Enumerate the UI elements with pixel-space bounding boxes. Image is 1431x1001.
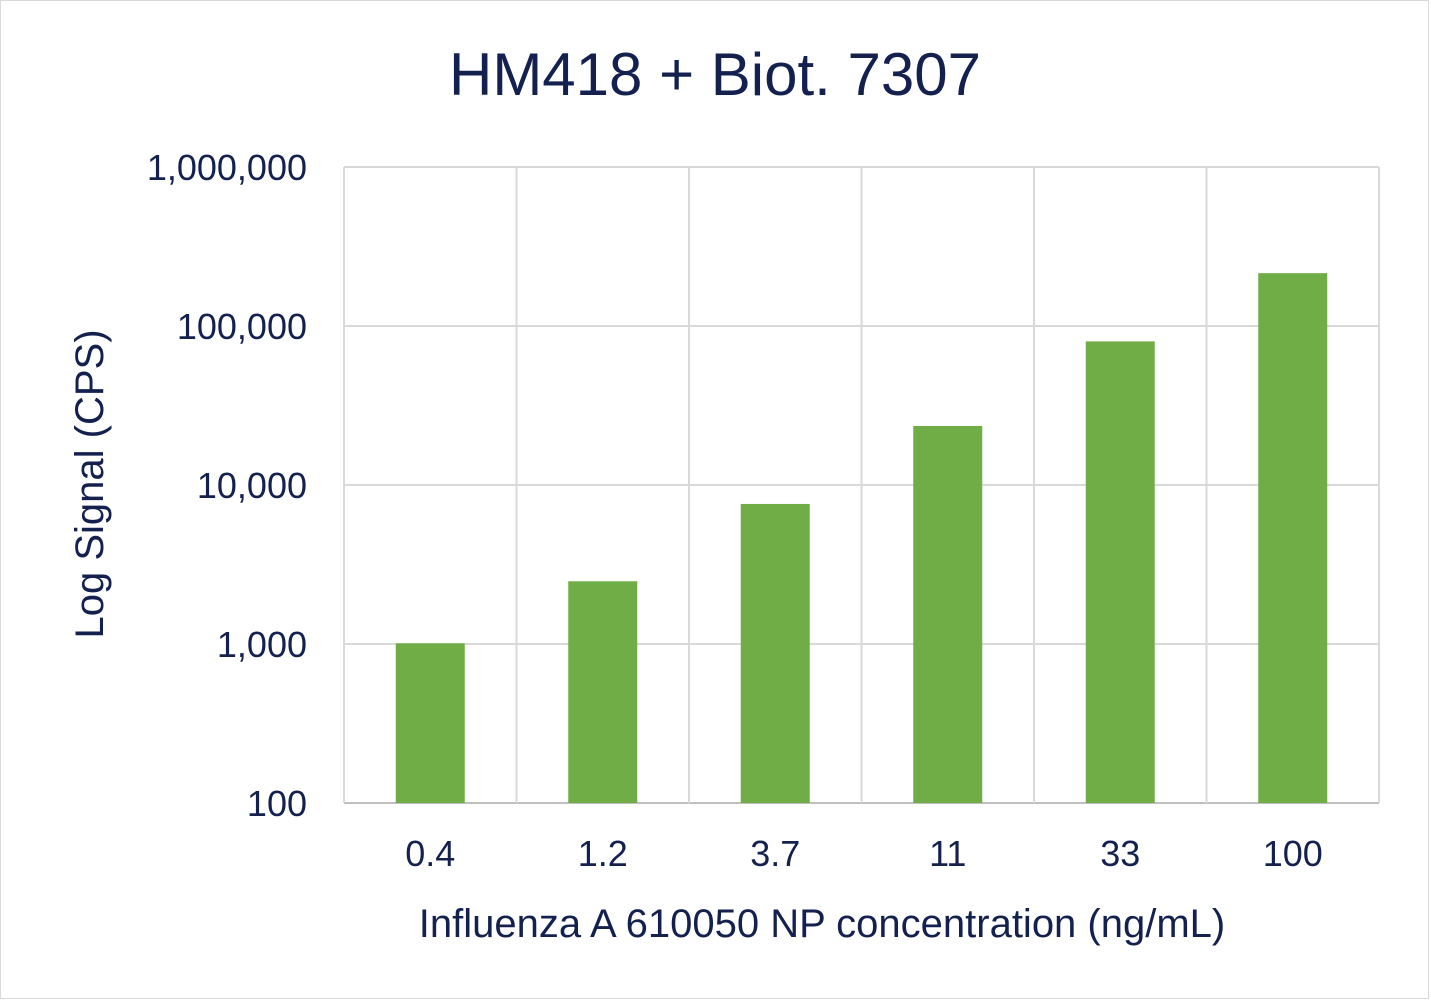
bars [395, 273, 1328, 803]
chart-title: HM418 + Biot. 7307 [449, 41, 981, 108]
y-tick-label: 1,000,000 [147, 147, 307, 188]
x-tick-label: 0.4 [405, 833, 455, 874]
y-tick-label: 100 [247, 783, 307, 824]
x-tick-label: 3.7 [750, 833, 800, 874]
x-tick-label: 1.2 [578, 833, 628, 874]
bar-100 [1258, 273, 1328, 803]
x-tick-label: 11 [929, 833, 966, 874]
bar-33 [1085, 341, 1155, 803]
y-tick-label: 10,000 [197, 465, 307, 506]
bar-0.4 [395, 643, 465, 803]
bar-3.7 [740, 503, 810, 803]
y-tick-label: 1,000 [217, 624, 307, 665]
x-tick-label: 100 [1263, 833, 1323, 874]
grid [343, 166, 1380, 804]
y-tick-label: 100,000 [177, 306, 307, 347]
x-tick-label: 33 [1100, 833, 1140, 874]
y-axis-label: Log Signal (CPS) [68, 329, 112, 638]
y-axis-ticks: 100 1,000 10,000 100,000 1,000,000 [147, 147, 307, 824]
bar-1.2 [568, 581, 638, 803]
x-axis-ticks: 0.4 1.2 3.7 11 33 100 [405, 833, 1323, 874]
x-axis-label: Influenza A 610050 NP concentration (ng/… [419, 902, 1225, 946]
bar-11 [913, 426, 983, 803]
